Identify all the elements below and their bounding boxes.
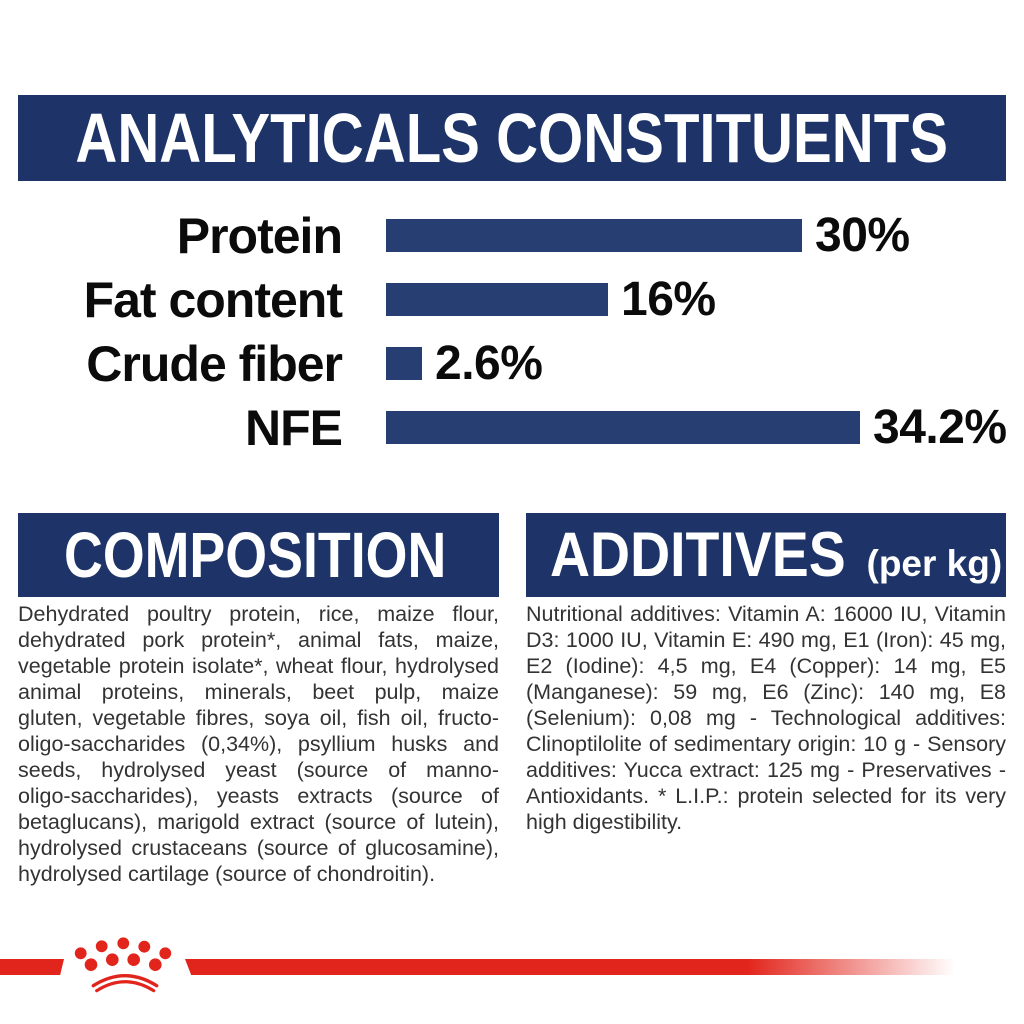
composition-text-line: gluten, vegetable fibres, soya oil, fish…: [18, 706, 499, 730]
value-bar: [386, 283, 608, 316]
additives-unit: (per kg): [866, 543, 1003, 584]
composition-header-bar: COMPOSITION: [18, 513, 499, 597]
value-label: 2.6%: [435, 337, 543, 390]
additives-header-bar: ADDITIVES (per kg): [526, 513, 1006, 597]
additives-text-line: Nutritional additives: Vitamin A: 16000 …: [526, 602, 1006, 626]
value-bar: [386, 219, 802, 252]
crown-dot: [127, 953, 140, 966]
crown-dot: [149, 958, 162, 971]
additives-text-line: D3: 1000 IU, Vitamin E: 490 mg, E1 (Iron…: [526, 628, 1006, 652]
composition-text-line: dehydrated pork protein*, animal fats, m…: [18, 628, 499, 652]
red-divider-right: [185, 959, 955, 975]
crown-dot: [84, 958, 98, 971]
crown-dot: [106, 953, 119, 966]
crown-arc: [91, 974, 159, 988]
nutrient-label: Fat content: [83, 271, 343, 328]
crown-dot: [117, 937, 130, 950]
value-label: 34.2%: [873, 401, 1007, 454]
additives-text-line: E2 (Iodine): 4,5 mg, E4 (Copper): 14 mg,…: [526, 654, 1006, 678]
additives-text-line: Clinoptilolite of sedimentary origin: 10…: [526, 732, 1006, 756]
crown-dot: [95, 940, 108, 953]
nutrient-label: NFE: [245, 399, 343, 456]
composition-text-line: vegetable protein isolate*, wheat flour,…: [18, 654, 499, 678]
additives-text-line: (Selenium): 0,08 mg - Technological addi…: [526, 706, 1006, 730]
composition-text-line: hydrolysed crustaceans (source of glucos…: [18, 836, 499, 860]
crown-arc: [95, 980, 156, 993]
composition-text-line: animal proteins, minerals, beet pulp, ma…: [18, 680, 499, 704]
chart-row: Fat content 16%: [0, 268, 1024, 331]
composition-text-line: betaglucans), marigold extract (source o…: [18, 810, 499, 834]
additives-text-line: high digestibility.: [526, 810, 683, 834]
nutrient-label: Protein: [176, 207, 343, 264]
chart-row: Protein 30%: [0, 204, 1024, 267]
additives-title: ADDITIVES: [550, 520, 846, 590]
crown-dot: [159, 947, 172, 960]
composition-text-line: oligo-saccharides (0,34%), psyllium husk…: [18, 732, 499, 756]
value-bar: [386, 347, 422, 380]
additives-paragraph: Nutritional additives: Vitamin A: 16000 …: [526, 601, 1006, 835]
composition-paragraph: Dehydrated poultry protein, rice, maize …: [18, 601, 499, 887]
analytical-constituents-chart: Protein 30% Fat content 16% Crude fiber …: [0, 204, 1024, 460]
composition-text-line: oligo-saccharides), yeasts extracts (sou…: [18, 784, 499, 808]
analyticals-title: ANALYTICALS CONSTITUENTS: [75, 99, 949, 177]
chart-row: NFE 34.2%: [0, 396, 1024, 459]
red-divider-left: [0, 959, 64, 975]
crown-dot: [74, 947, 87, 960]
crown-dot: [138, 940, 151, 953]
analyticals-header-bar: ANALYTICALS CONSTITUENTS: [18, 95, 1006, 181]
value-label: 16%: [621, 273, 716, 326]
royal-canin-crown-logo: [74, 937, 172, 993]
chart-row: Crude fiber 2.6%: [0, 332, 1024, 395]
value-bar: [386, 411, 860, 444]
value-label: 30%: [815, 209, 910, 262]
additives-text-line: Antioxidants. * L.I.P.: protein selected…: [526, 784, 1006, 808]
composition-text-line: hydrolysed cartilage (source of chondroi…: [18, 862, 436, 886]
additives-text-line: additives: Yucca extract: 125 mg - Prese…: [526, 758, 1006, 782]
additives-text-line: (Manganese): 59 mg, E6 (Zinc): 140 mg, E…: [526, 680, 1006, 704]
composition-text-line: Dehydrated poultry protein, rice, maize …: [18, 602, 499, 626]
nutrient-label: Crude fiber: [86, 335, 343, 392]
composition-text-line: seeds, hydrolysed yeast (source of manno…: [18, 758, 499, 782]
composition-title: COMPOSITION: [64, 519, 447, 591]
